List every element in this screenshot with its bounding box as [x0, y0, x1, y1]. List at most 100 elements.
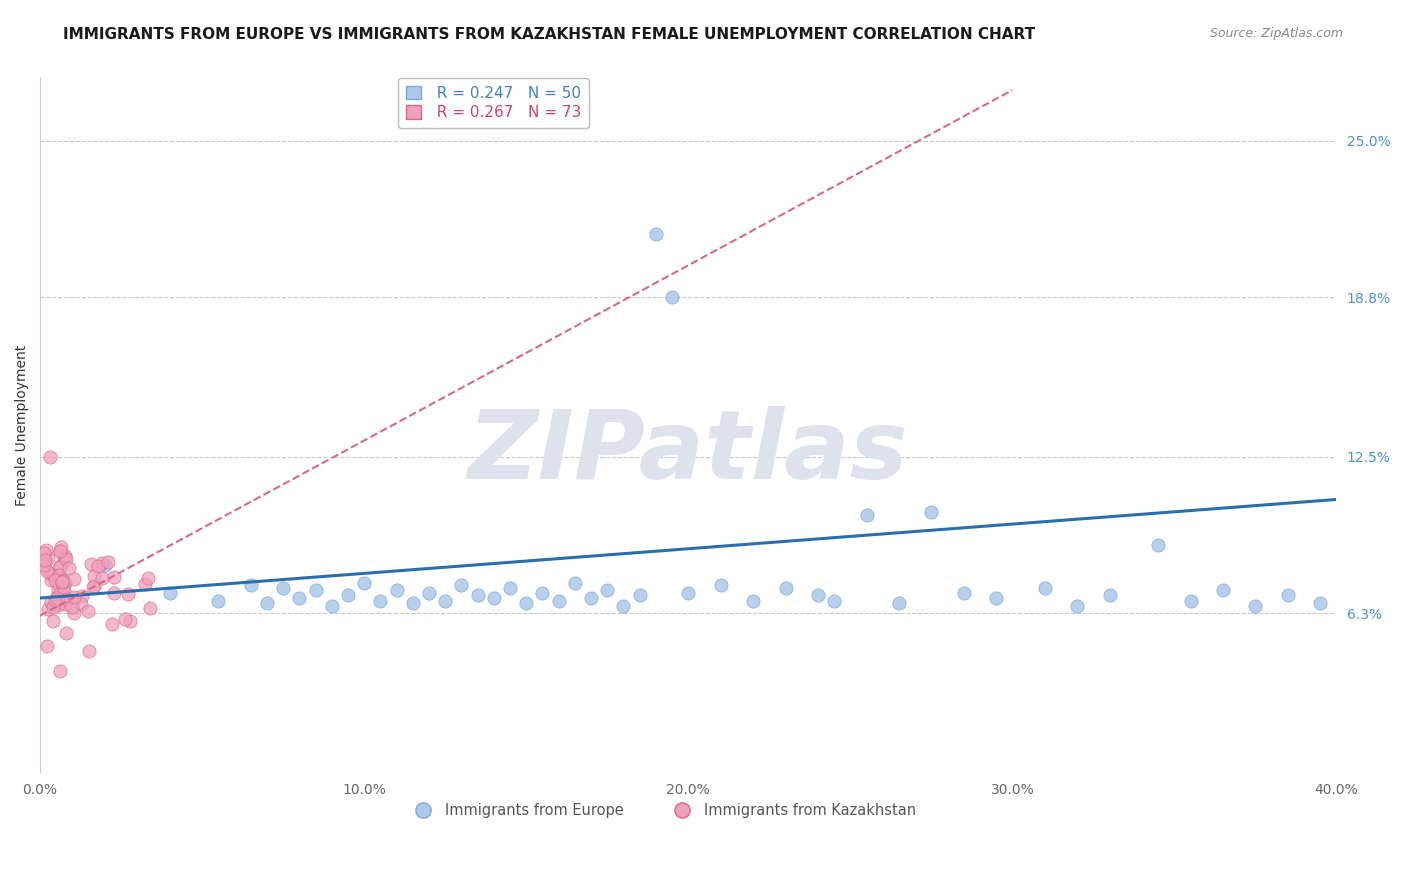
Point: [103, 570, 125, 584]
Point: [42, 614, 65, 628]
Point: [579, 591, 602, 605]
Point: [37, 551, 59, 566]
Point: [547, 593, 569, 607]
Point: [1147, 538, 1170, 552]
Point: [1277, 589, 1299, 603]
Point: [661, 290, 683, 304]
Point: [58, 560, 80, 574]
Point: [70, 589, 93, 603]
Point: [159, 586, 181, 600]
Point: [531, 586, 554, 600]
Point: [55, 552, 77, 566]
Point: [499, 581, 522, 595]
Point: [87, 558, 110, 573]
Point: [51, 574, 73, 588]
Point: [986, 591, 1008, 605]
Point: [52, 574, 75, 588]
Point: [596, 583, 619, 598]
Point: [80, 557, 103, 571]
Point: [91, 556, 114, 570]
Point: [515, 596, 537, 610]
Text: IMMIGRANTS FROM EUROPE VS IMMIGRANTS FROM KAZAKHSTAN FEMALE UNEMPLOYMENT CORRELA: IMMIGRANTS FROM EUROPE VS IMMIGRANTS FRO…: [63, 27, 1035, 42]
Point: [1180, 593, 1202, 607]
Point: [63, 606, 86, 620]
Point: [52, 583, 75, 598]
Text: ZIPatlas: ZIPatlas: [468, 406, 908, 500]
Point: [49, 544, 72, 558]
Point: [114, 612, 136, 626]
Point: [46, 582, 69, 596]
Point: [56, 591, 79, 606]
Point: [53, 550, 76, 565]
Point: [46, 576, 69, 591]
Point: [69, 598, 91, 612]
Point: [321, 599, 343, 613]
Point: [402, 596, 425, 610]
Point: [42, 568, 65, 582]
Point: [482, 591, 505, 605]
Point: [77, 644, 100, 658]
Point: [45, 591, 67, 606]
Point: [920, 505, 942, 519]
Point: [60, 600, 83, 615]
Point: [39, 574, 62, 588]
Point: [37, 564, 59, 578]
Point: [807, 589, 830, 603]
Point: [775, 581, 797, 595]
Point: [62, 572, 84, 586]
Point: [52, 582, 75, 596]
Point: [450, 578, 472, 592]
Point: [207, 593, 229, 607]
Point: [97, 555, 120, 569]
Point: [1244, 599, 1267, 613]
Point: [1309, 596, 1331, 610]
Point: [35, 639, 58, 653]
Point: [139, 600, 162, 615]
Point: [39, 566, 62, 580]
Point: [77, 604, 100, 618]
Point: [39, 595, 62, 609]
Point: [91, 571, 114, 585]
Point: [83, 579, 105, 593]
Point: [55, 626, 77, 640]
Point: [239, 578, 262, 592]
Point: [612, 599, 634, 613]
Point: [467, 589, 489, 603]
Point: [48, 568, 70, 582]
Point: [48, 665, 70, 679]
Point: [742, 593, 765, 607]
Point: [117, 587, 139, 601]
Point: [51, 540, 73, 554]
Point: [1098, 589, 1121, 603]
Point: [353, 575, 375, 590]
Point: [304, 583, 326, 598]
Point: [288, 591, 311, 605]
Point: [952, 586, 974, 600]
Point: [63, 591, 86, 605]
Point: [1033, 581, 1056, 595]
Point: [32, 546, 55, 560]
Point: [628, 589, 651, 603]
Point: [32, 558, 55, 573]
Point: [887, 596, 910, 610]
Point: [83, 568, 105, 582]
Point: [49, 560, 72, 574]
Point: [134, 577, 156, 591]
Point: [101, 616, 124, 631]
Point: [103, 585, 125, 599]
Point: [53, 597, 76, 611]
Point: [37, 602, 59, 616]
Point: [337, 589, 360, 603]
Point: [42, 599, 65, 614]
Point: [418, 586, 440, 600]
Point: [48, 586, 70, 600]
Point: [51, 574, 73, 588]
Point: [271, 581, 294, 595]
Point: [35, 543, 58, 558]
Point: [94, 558, 117, 573]
Point: [34, 552, 56, 566]
Point: [51, 574, 73, 589]
Point: [44, 592, 66, 607]
Point: [678, 586, 700, 600]
Point: [44, 573, 66, 587]
